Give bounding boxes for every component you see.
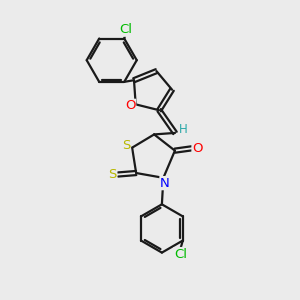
Text: S: S [108, 168, 117, 181]
Text: Cl: Cl [119, 23, 132, 36]
Text: H: H [179, 123, 188, 136]
Text: S: S [122, 139, 130, 152]
Text: O: O [192, 142, 202, 155]
Text: Cl: Cl [174, 248, 187, 261]
Text: O: O [125, 99, 136, 112]
Text: N: N [160, 177, 170, 190]
